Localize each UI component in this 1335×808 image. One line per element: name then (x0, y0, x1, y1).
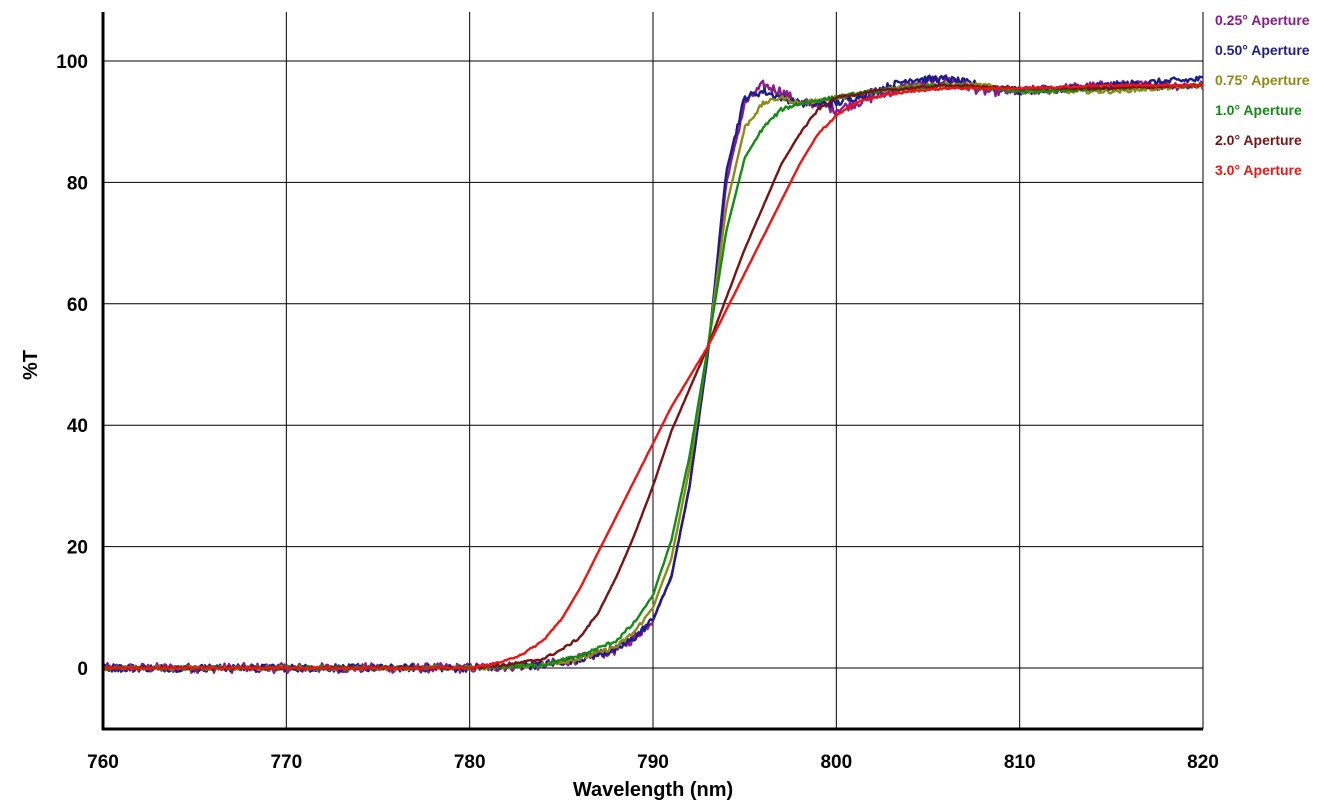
x-tick-label-780: 780 (454, 752, 486, 773)
legend-entry-4: 1.0° Aperture (1215, 102, 1302, 118)
y-tick-label-0: 0 (77, 659, 88, 680)
y-tick-label-80: 80 (67, 173, 88, 194)
tick-labels: 760 770 780 790 800 810 820 0 20 40 60 80 100 (56, 52, 1219, 773)
x-tick-label-760: 760 (87, 752, 119, 773)
legend-entry-2: 0.50° Aperture (1215, 42, 1310, 58)
x-tick-label-790: 790 (637, 752, 669, 773)
x-tick-label-820: 820 (1187, 752, 1219, 773)
legend-entry-6: 3.0° Aperture (1215, 162, 1302, 178)
series-lines (101, 74, 1204, 674)
legend-entry-5: 2.0° Aperture (1215, 132, 1302, 148)
series-line-6 (101, 83, 1204, 671)
legend-entry-1: 0.25° Aperture (1215, 12, 1310, 28)
x-tick-label-810: 810 (1004, 752, 1036, 773)
x-tick-label-800: 800 (820, 752, 852, 773)
y-tick-label-60: 60 (67, 295, 88, 316)
y-tick-label-100: 100 (56, 52, 88, 73)
series-line-1 (101, 74, 1204, 674)
legend: 0.25° Aperture 0.50° Aperture 0.75° Apertu… (1215, 12, 1310, 178)
legend-entry-3: 0.75° Aperture (1215, 72, 1310, 88)
x-tick-label-770: 770 (270, 752, 302, 773)
y-tick-label-40: 40 (67, 416, 88, 437)
y-tick-label-20: 20 (67, 538, 88, 559)
x-axis-title: Wavelength (nm) (573, 779, 733, 801)
y-axis-title: %T (20, 350, 42, 380)
axes (101, 12, 1203, 731)
